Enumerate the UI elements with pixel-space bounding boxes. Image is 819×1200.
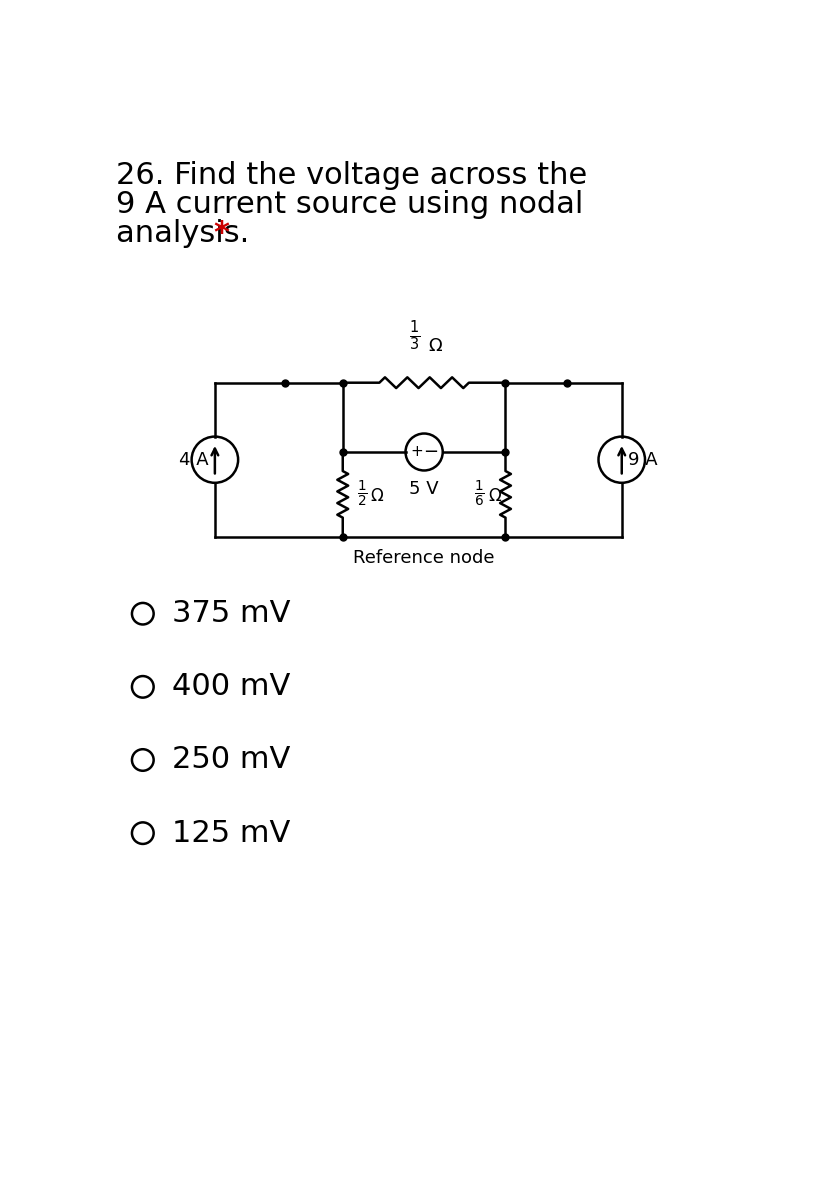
Text: $\frac{1}{6}$: $\frac{1}{6}$ xyxy=(474,479,485,509)
Text: analysis.: analysis. xyxy=(116,220,259,248)
Text: 5 V: 5 V xyxy=(409,480,438,498)
Text: $\Omega$: $\Omega$ xyxy=(488,487,502,505)
Text: $\frac{1}{3}$: $\frac{1}{3}$ xyxy=(409,319,420,354)
Text: 125 mV: 125 mV xyxy=(172,818,290,847)
Text: 4 A: 4 A xyxy=(179,451,208,469)
Text: +: + xyxy=(410,444,423,460)
Text: *: * xyxy=(213,220,229,248)
Text: Reference node: Reference node xyxy=(353,550,495,568)
Text: −: − xyxy=(423,443,438,461)
Text: $\frac{1}{2}$: $\frac{1}{2}$ xyxy=(356,479,367,509)
Text: $\Omega$: $\Omega$ xyxy=(428,337,442,355)
Text: 9 A current source using nodal: 9 A current source using nodal xyxy=(116,190,583,220)
Text: 375 mV: 375 mV xyxy=(172,599,291,629)
Text: $\Omega$: $\Omega$ xyxy=(369,487,383,505)
Text: 400 mV: 400 mV xyxy=(172,672,290,701)
Text: 250 mV: 250 mV xyxy=(172,745,290,774)
Text: 26. Find the voltage across the: 26. Find the voltage across the xyxy=(116,161,587,190)
Text: 9 A: 9 A xyxy=(627,451,657,469)
